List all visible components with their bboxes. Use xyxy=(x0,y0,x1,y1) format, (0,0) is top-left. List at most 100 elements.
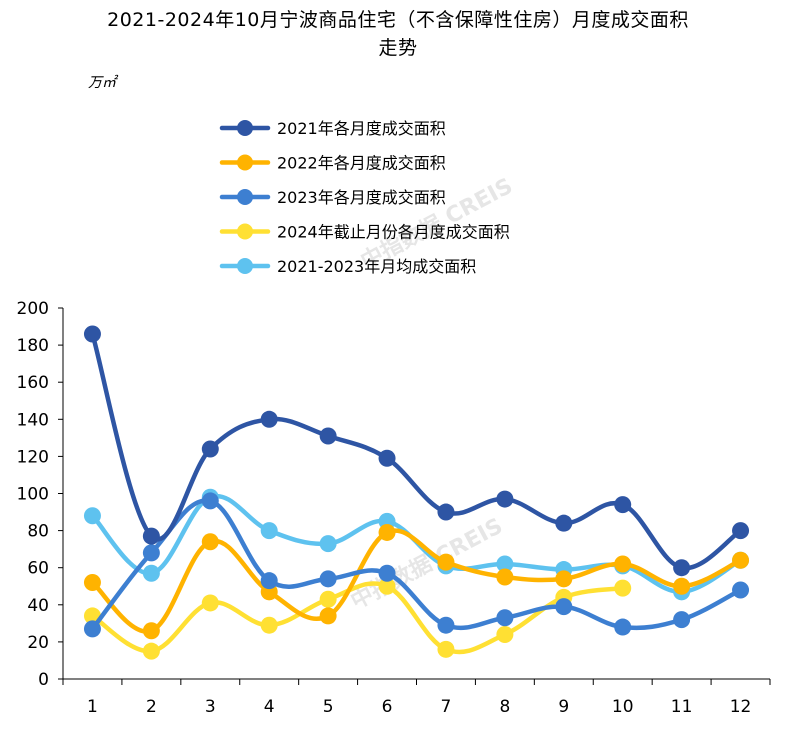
legend-label: 2023年各月度成交面积 xyxy=(277,188,446,207)
legend-marker xyxy=(237,189,253,205)
data-point xyxy=(732,522,750,540)
data-point xyxy=(378,523,396,541)
data-point xyxy=(260,616,278,634)
series-3 xyxy=(83,492,750,638)
legend-label: 2024年截止月份各月度成交面积 xyxy=(277,223,510,242)
x-tick-label: 5 xyxy=(323,697,334,717)
legend-item: 2022年各月度成交面积 xyxy=(219,154,446,173)
data-point xyxy=(378,564,396,582)
x-tick-label: 11 xyxy=(671,697,693,717)
legend-marker xyxy=(237,223,253,240)
watermark-text: 中指数据 CREIS xyxy=(347,513,507,615)
data-point xyxy=(555,598,573,616)
series-2 xyxy=(83,523,750,640)
data-point xyxy=(496,555,514,573)
data-point xyxy=(201,492,219,510)
legend-item: 2021年各月度成交面积 xyxy=(219,119,446,138)
data-point xyxy=(614,555,632,573)
y-tick-label: 200 xyxy=(17,299,49,319)
data-point xyxy=(83,325,101,343)
data-point xyxy=(142,642,160,660)
x-tick-label: 10 xyxy=(612,697,634,717)
y-tick-label: 100 xyxy=(17,485,49,505)
data-point xyxy=(260,410,278,428)
data-point xyxy=(378,449,396,467)
data-point xyxy=(142,527,160,545)
legend-item: 2021-2023年月均成交面积 xyxy=(219,257,476,276)
data-point xyxy=(673,611,691,629)
data-point xyxy=(673,577,691,595)
data-point xyxy=(378,577,396,595)
data-point xyxy=(555,514,573,532)
chart-title-line2: 走势 xyxy=(378,37,418,59)
x-tick-label: 12 xyxy=(730,697,752,717)
data-point xyxy=(437,553,455,571)
data-point xyxy=(496,568,514,586)
data-point xyxy=(614,496,632,514)
unit-label: 万㎡ xyxy=(88,75,116,91)
data-point xyxy=(437,640,455,658)
data-point xyxy=(319,427,337,445)
series-line xyxy=(90,331,743,571)
data-point xyxy=(732,551,750,569)
legend-label: 2022年各月度成交面积 xyxy=(277,154,446,173)
x-tick-label: 1 xyxy=(87,697,98,717)
data-point xyxy=(614,579,632,597)
x-tick-label: 9 xyxy=(558,697,569,717)
series-layer xyxy=(83,325,750,660)
data-point xyxy=(437,616,455,634)
data-point xyxy=(319,570,337,588)
x-tick-label: 3 xyxy=(205,697,216,717)
data-point xyxy=(260,522,278,540)
data-point xyxy=(83,574,101,592)
data-point xyxy=(142,564,160,582)
data-point xyxy=(319,590,337,608)
series-4 xyxy=(83,577,632,660)
legend-label: 2021-2023年月均成交面积 xyxy=(277,257,476,276)
y-tick-label: 140 xyxy=(17,410,49,430)
data-point xyxy=(83,507,101,525)
x-tick-label: 8 xyxy=(499,697,510,717)
data-point xyxy=(142,544,160,562)
series-1 xyxy=(83,325,750,577)
chart-title: 2021-2024年10月宁波商品住宅（不含保障性住房）月度成交面积 走势 xyxy=(0,6,796,62)
data-point xyxy=(614,618,632,636)
data-point xyxy=(142,622,160,640)
y-tick-label: 180 xyxy=(17,336,49,356)
data-point xyxy=(496,490,514,508)
y-tick-label: 60 xyxy=(27,559,49,579)
y-tick-label: 20 xyxy=(27,633,49,653)
data-point xyxy=(496,609,514,627)
data-point xyxy=(83,620,101,638)
data-point xyxy=(201,533,219,551)
x-tick-label: 7 xyxy=(441,697,452,717)
x-tick-label: 4 xyxy=(264,697,275,717)
series-line xyxy=(90,581,625,655)
y-tick-label: 40 xyxy=(27,596,49,616)
data-point xyxy=(673,559,691,577)
data-point xyxy=(319,535,337,553)
data-point xyxy=(496,625,514,643)
x-tick-label: 6 xyxy=(382,697,393,717)
legend-label: 2021年各月度成交面积 xyxy=(277,119,446,138)
y-tick-label: 120 xyxy=(17,447,49,467)
chart-title-line1: 2021-2024年10月宁波商品住宅（不含保障性住房）月度成交面积 xyxy=(107,9,689,31)
data-point xyxy=(319,607,337,625)
legend-marker xyxy=(237,258,253,274)
y-tick-label: 80 xyxy=(27,522,49,542)
data-point xyxy=(555,570,573,588)
legend-marker xyxy=(237,120,253,136)
y-tick-label: 0 xyxy=(38,670,49,690)
x-tick-label: 2 xyxy=(146,697,157,717)
legend-item: 2024年截止月份各月度成交面积 xyxy=(219,223,510,242)
legend: 2021年各月度成交面积 2022年各月度成交面积 2023年各月度成交面积 2024… xyxy=(219,119,510,276)
legend-marker xyxy=(237,154,253,171)
data-point xyxy=(437,503,455,521)
data-point xyxy=(732,581,750,599)
data-point xyxy=(201,594,219,612)
y-tick-label: 160 xyxy=(17,373,49,393)
data-point xyxy=(260,572,278,590)
data-point xyxy=(201,440,219,458)
